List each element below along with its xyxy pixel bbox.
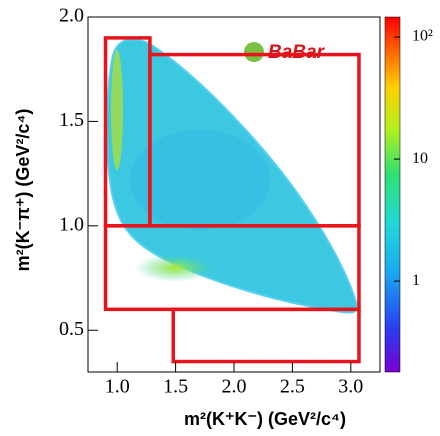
y-tick-label: 2.0 xyxy=(59,5,84,27)
x-tick-label: 1.0 xyxy=(105,376,130,398)
x-tick-label: 2.5 xyxy=(280,376,305,398)
y-tick-label: 0.5 xyxy=(59,318,84,340)
color-tick-label: 10 xyxy=(412,150,428,167)
x-tick-label: 1.5 xyxy=(163,376,188,398)
density-hotspot xyxy=(135,254,215,282)
region-box xyxy=(171,307,361,364)
x-tick-label: 2.0 xyxy=(222,376,247,398)
logo-icon xyxy=(244,42,264,62)
color-tick-label: 1 xyxy=(412,272,420,289)
x-axis-label: m²(K⁺K⁻) (GeV²/c⁴) xyxy=(184,409,346,429)
x-tick-label: 3.0 xyxy=(338,376,363,398)
y-tick-label: 1.0 xyxy=(59,213,84,235)
density-region xyxy=(130,130,270,230)
y-axis-label: m²(K⁻π⁺) (GeV²/c⁴) xyxy=(13,109,33,272)
color-tick-label: 10² xyxy=(412,28,433,45)
color-bar xyxy=(384,16,401,373)
y-tick-label: 1.5 xyxy=(59,109,84,131)
density-hotspot xyxy=(111,50,123,170)
logo-text: BaBar xyxy=(268,42,326,63)
logo: BaBar xyxy=(244,42,326,63)
